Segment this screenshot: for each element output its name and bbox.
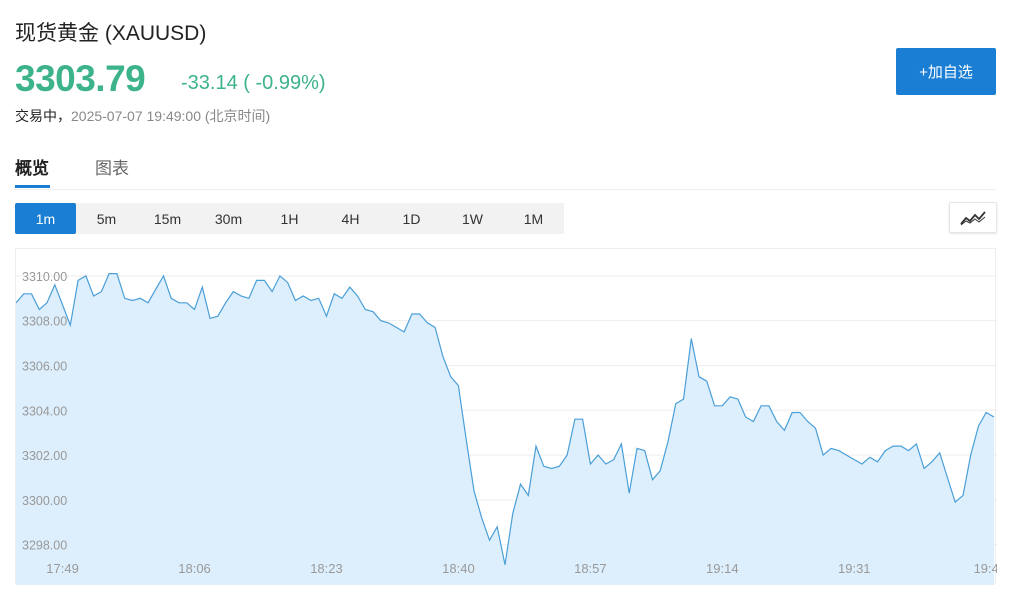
period-1w[interactable]: 1W [462, 210, 483, 227]
y-tick-label: 3298.00 [22, 539, 67, 553]
price-chart: 3310.00 3308.00 3306.00 3304.00 3302.00 3300.… [15, 248, 999, 585]
status-label: 交易中， [15, 108, 71, 124]
timestamp: 2025-07-07 19:49:00 (北京时间) [71, 108, 271, 124]
period-4h[interactable]: 4H [341, 210, 360, 227]
x-tick-label: 19:14 [706, 561, 739, 576]
y-tick-label: 3300.00 [22, 494, 67, 508]
y-tick-label: 3310.00 [22, 270, 67, 284]
period-15m[interactable]: 15m [153, 210, 182, 227]
add-watchlist-button[interactable]: +加自选 [896, 48, 996, 95]
chart-type-button[interactable] [949, 202, 997, 233]
period-1m[interactable]: 1m [15, 203, 76, 234]
divider [15, 189, 996, 190]
x-tick-label: 17:49 [46, 561, 79, 576]
x-tick-label: 19:4 [974, 561, 997, 576]
period-1mo[interactable]: 1M [523, 210, 544, 227]
price-chart-svg: 3310.00 3308.00 3306.00 3304.00 3302.00 3300.… [15, 270, 999, 585]
price-area [16, 273, 994, 585]
x-tick-label: 18:40 [442, 561, 475, 576]
x-tick-label: 18:06 [178, 561, 211, 576]
period-selector: 1m 5m 15m 30m 1H 4H 1D 1W 1M [15, 203, 564, 234]
active-tab-indicator [15, 185, 50, 188]
tab-chart[interactable]: 图表 [95, 159, 129, 178]
x-tick-label: 18:23 [310, 561, 343, 576]
period-1d[interactable]: 1D [402, 210, 421, 227]
price-line [15, 273, 995, 565]
y-tick-label: 3302.00 [22, 449, 67, 463]
price-change: -33.14 ( -0.99%) [181, 72, 326, 94]
current-price: 3303.79 [15, 58, 146, 99]
x-tick-label: 19:31 [838, 561, 871, 576]
instrument-title: 现货黄金 (XAUUSD) [15, 22, 207, 45]
trading-status: 交易中，2025-07-07 19:49:00 (北京时间) [15, 106, 270, 126]
y-tick-label: 3308.00 [22, 315, 67, 329]
period-5m[interactable]: 5m [96, 210, 117, 227]
period-1h[interactable]: 1H [280, 210, 299, 227]
period-30m[interactable]: 30m [214, 210, 243, 227]
tab-overview[interactable]: 概览 [15, 159, 49, 178]
x-tick-label: 18:57 [574, 561, 607, 576]
line-chart-icon [960, 210, 986, 225]
y-tick-label: 3306.00 [22, 359, 67, 373]
y-tick-label: 3304.00 [22, 404, 67, 418]
